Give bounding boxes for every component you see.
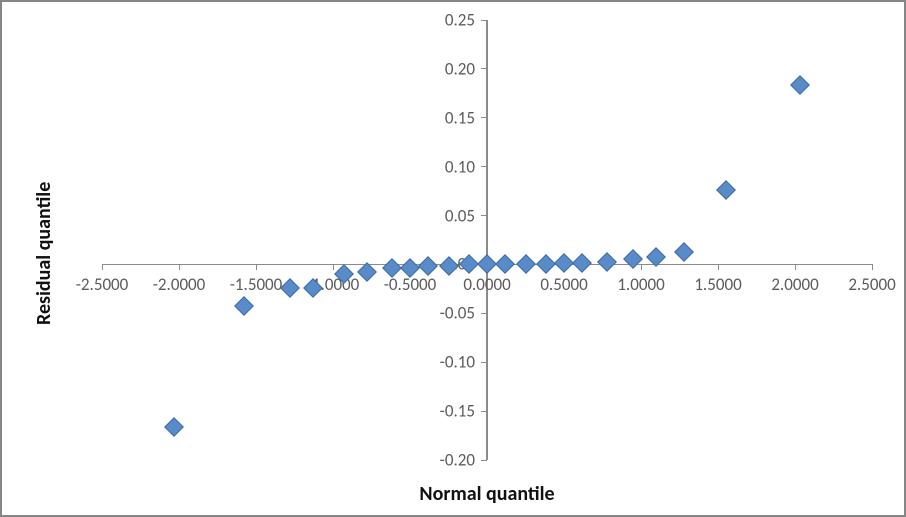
y-tick-label: -0.20 xyxy=(440,450,475,471)
x-tick xyxy=(102,264,103,270)
data-point xyxy=(496,255,516,275)
plot-area: -2.5000-2.0000-1.5000-1.0000-0.50000.000… xyxy=(102,20,872,460)
x-tick-label: 0.0000 xyxy=(463,274,510,295)
data-point xyxy=(597,253,617,273)
x-tick xyxy=(179,264,180,270)
y-tick xyxy=(481,362,487,363)
x-tick xyxy=(333,264,334,270)
y-tick xyxy=(481,411,487,412)
y-tick xyxy=(481,215,487,216)
x-tick xyxy=(718,264,719,270)
y-tick xyxy=(481,20,487,21)
x-tick xyxy=(641,264,642,270)
y-tick xyxy=(481,166,487,167)
y-tick-label: -0.15 xyxy=(440,401,475,422)
data-point xyxy=(234,297,254,317)
x-tick-label: -2.5000 xyxy=(76,274,129,295)
y-tick xyxy=(481,460,487,461)
y-tick-label: 0.20 xyxy=(445,58,475,79)
data-point xyxy=(477,255,497,275)
data-point xyxy=(790,75,810,95)
y-tick-label: 0.15 xyxy=(445,107,475,128)
data-point xyxy=(554,254,574,274)
x-tick-label: -2.0000 xyxy=(153,274,206,295)
y-tick-label: -0.05 xyxy=(440,303,475,324)
data-point xyxy=(516,255,536,275)
y-tick-label: 0.05 xyxy=(445,205,475,226)
x-tick xyxy=(795,264,796,270)
data-point xyxy=(716,180,736,200)
x-tick xyxy=(256,264,257,270)
y-axis-title: Residual quantile xyxy=(32,182,56,325)
data-point xyxy=(164,417,184,437)
chart-frame: -2.5000-2.0000-1.5000-1.0000-0.50000.000… xyxy=(0,0,906,517)
y-axis-line xyxy=(486,20,488,460)
x-tick-label: 1.0000 xyxy=(617,274,664,295)
data-point xyxy=(573,254,593,274)
data-point xyxy=(419,256,439,276)
y-tick xyxy=(481,117,487,118)
x-axis-title: Normal quantile xyxy=(419,482,554,506)
x-tick-label: -1.5000 xyxy=(230,274,283,295)
data-point xyxy=(280,278,300,298)
y-tick-label: -0.10 xyxy=(440,352,475,373)
data-point xyxy=(357,262,377,282)
x-tick-label: 0.5000 xyxy=(540,274,587,295)
x-tick xyxy=(872,264,873,270)
y-tick xyxy=(481,313,487,314)
y-tick-label: 0.25 xyxy=(445,10,475,31)
x-tick-label: 1.5000 xyxy=(694,274,741,295)
y-tick xyxy=(481,68,487,69)
data-point xyxy=(536,255,556,275)
x-tick-label: 2.0000 xyxy=(771,274,818,295)
data-point xyxy=(674,242,694,262)
y-tick-label: 0.10 xyxy=(445,156,475,177)
x-tick-label: 2.5000 xyxy=(848,274,895,295)
